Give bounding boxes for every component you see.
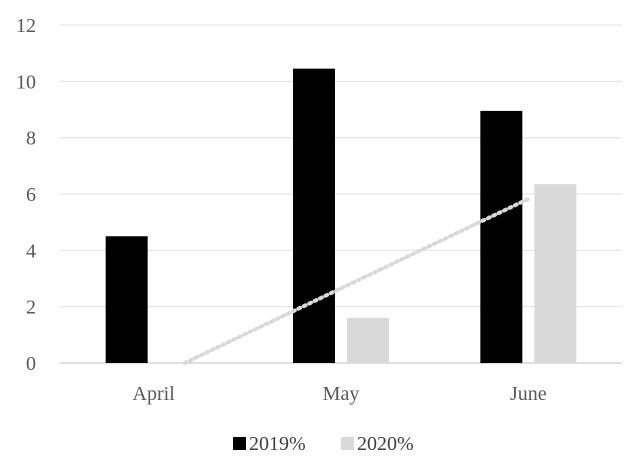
trendline (182, 196, 531, 365)
y-axis: 0 2 4 6 8 10 12 (16, 15, 36, 375)
legend: 2019% 2020% (233, 433, 414, 455)
gridlines (60, 24, 622, 364)
x-tick-label-june: June (510, 383, 547, 405)
y-tick-label: 4 (26, 240, 36, 262)
y-tick-label: 12 (16, 15, 36, 37)
bar-2019-april (105, 236, 148, 363)
bar-2019-june (480, 110, 523, 364)
bar-2020-june (534, 184, 577, 363)
x-tick-label-may: May (323, 383, 360, 405)
y-tick-label: 8 (26, 128, 36, 150)
legend-label-2019: 2019% (249, 433, 306, 455)
bars (105, 68, 577, 364)
legend-swatch-2019 (233, 437, 246, 450)
legend-swatch-2020 (341, 437, 354, 450)
y-tick-label: 10 (16, 71, 36, 93)
y-tick-label: 0 (26, 353, 36, 375)
x-axis: April May June (133, 383, 547, 405)
legend-label-2020: 2020% (357, 433, 414, 455)
y-tick-label: 2 (26, 297, 36, 319)
bar-2020-may (347, 317, 389, 363)
x-tick-label-april: April (133, 383, 176, 405)
bar-2019-may (293, 68, 335, 364)
y-tick-label: 6 (26, 184, 36, 206)
trendline-2020 (182, 196, 531, 365)
